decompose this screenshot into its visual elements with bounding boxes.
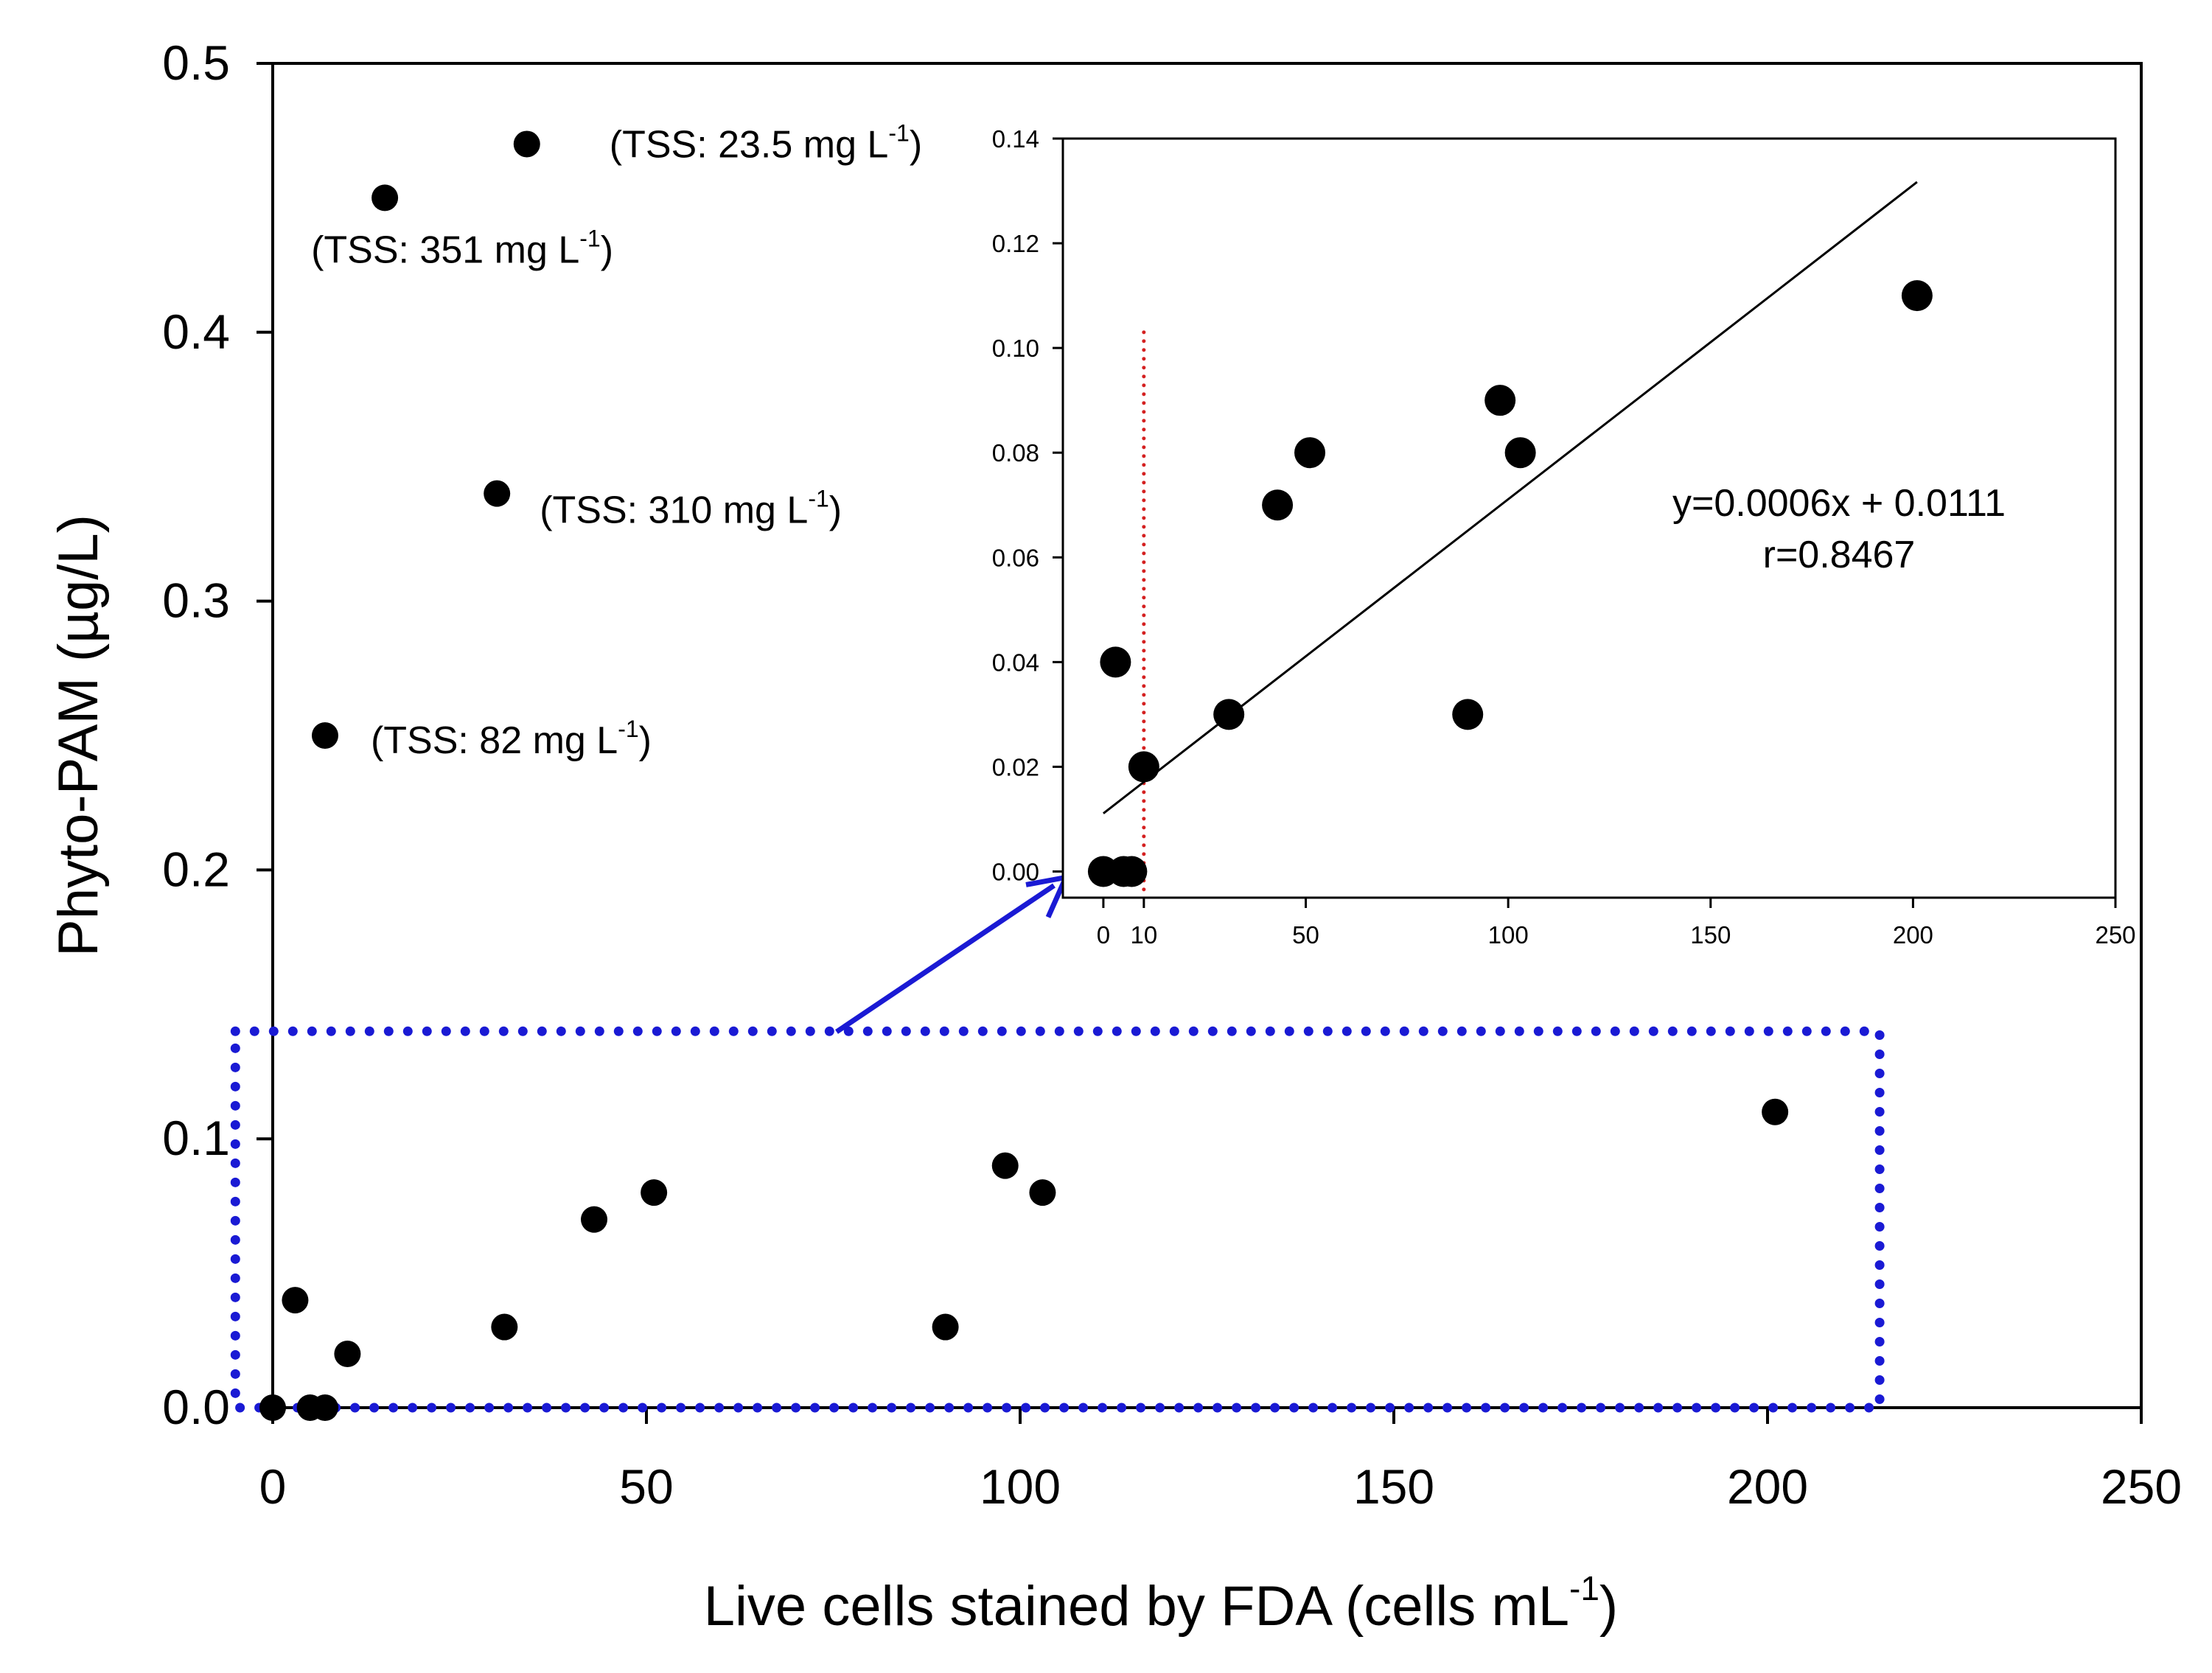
- data-point: [991, 1152, 1019, 1179]
- y-tick-label: 0.1: [162, 1111, 230, 1165]
- x-tick-label: 200: [1727, 1459, 1808, 1514]
- tss-annotation-end: ): [910, 123, 922, 166]
- correlation-coefficient: r=0.8467: [1763, 534, 1916, 576]
- y-tick-label: 0.3: [162, 573, 230, 628]
- data-point: [371, 184, 399, 212]
- tss-annotation-sup: -1: [618, 716, 638, 742]
- inset-data-point: [1100, 646, 1131, 678]
- inset-data-point: [1262, 489, 1294, 521]
- inset-y-tick-label: 0.12: [992, 230, 1039, 257]
- x-axis-title-text: Live cells stained by FDA (cells mL: [704, 1575, 1569, 1638]
- tss-annotation-text: (TSS: 310 mg L: [540, 489, 808, 532]
- x-tick-label: 150: [1353, 1459, 1434, 1514]
- y-axis-title: Phyto-PAM (µg/L): [47, 514, 110, 957]
- inset-x-tick-label: 150: [1690, 921, 1731, 949]
- data-point: [1762, 1098, 1789, 1125]
- inset-data-point: [1294, 437, 1326, 469]
- data-point: [334, 1341, 361, 1368]
- x-tick-label: 100: [980, 1459, 1061, 1514]
- highlight-box: [230, 1026, 1885, 1413]
- data-point: [311, 722, 338, 749]
- y-tick-label: 0.2: [162, 842, 230, 896]
- x-axis-title-sup: -1: [1569, 1569, 1599, 1607]
- regression-equation: y=0.0006x + 0.0111: [1672, 482, 2006, 525]
- y-tick-label: 0.4: [162, 304, 230, 359]
- tss-annotation: (TSS: 82 mg L-1): [371, 716, 652, 762]
- inset-data-point: [1504, 437, 1536, 469]
- data-point: [259, 1394, 286, 1421]
- inset-data-point: [1901, 280, 1933, 312]
- inset-data-point: [1452, 699, 1484, 730]
- inset-y-tick-label: 0.10: [992, 335, 1039, 362]
- inset-y-tick-label: 0.00: [992, 858, 1039, 885]
- data-point: [932, 1313, 959, 1341]
- inset-y-tick-label: 0.08: [992, 439, 1039, 467]
- data-point: [641, 1179, 668, 1206]
- inset-data-point: [1128, 751, 1159, 783]
- tss-annotation-sup: -1: [808, 486, 828, 512]
- inset-plot: 0 10 50 100 150 200 250 0.00 0.02 0.04 0.06 0.08 0.1…: [835, 125, 2136, 1034]
- inset-x-tick-label: 10: [1130, 921, 1157, 949]
- data-point: [282, 1287, 309, 1314]
- data-point: [581, 1206, 608, 1233]
- tss-annotation-end: ): [601, 228, 613, 271]
- tss-annotation-end: ): [829, 489, 842, 532]
- tss-annotation-end: ): [639, 719, 652, 762]
- tss-annotation-text: (TSS: 82 mg L: [371, 719, 618, 762]
- tss-annotation-sup: -1: [579, 225, 600, 251]
- x-tick-label: 250: [2101, 1459, 2182, 1514]
- inset-y-tick-label: 0.06: [992, 544, 1039, 571]
- inset-data-point: [1213, 699, 1245, 730]
- y-tick-label: 0.5: [162, 35, 230, 90]
- data-point: [491, 1313, 518, 1341]
- x-axis-title: Live cells stained by FDA (cells mL-1): [704, 1569, 1618, 1638]
- data-point: [311, 1394, 338, 1421]
- inset-y-tick-label: 0.02: [992, 753, 1039, 780]
- x-tick-label: 50: [619, 1459, 673, 1514]
- inset-data-point: [1116, 856, 1148, 887]
- data-point: [484, 480, 511, 507]
- tss-annotation: (TSS: 23.5 mg L-1): [610, 119, 922, 166]
- y-tick-label: 0.0: [162, 1380, 230, 1434]
- inset-x-tick-label: 0: [1097, 921, 1110, 949]
- data-point: [513, 130, 540, 158]
- tss-annotation: (TSS: 351 mg L-1): [311, 225, 613, 271]
- tss-annotation-sup: -1: [888, 119, 909, 146]
- plot-frame: [271, 62, 2143, 1409]
- inset-y-tick-label: 0.14: [992, 125, 1039, 153]
- inset-data-point: [1484, 385, 1516, 416]
- x-axis-title-end: ): [1599, 1575, 1618, 1638]
- tss-annotation-text: (TSS: 23.5 mg L: [610, 123, 889, 166]
- data-point: [1029, 1179, 1056, 1206]
- inset-x-tick-label: 200: [1893, 921, 1933, 949]
- x-tick-label: 0: [259, 1459, 287, 1514]
- inset-frame: [1061, 137, 2117, 899]
- zoom-arrow: [835, 883, 1056, 1034]
- inset-x-tick-label: 50: [1292, 921, 1319, 949]
- inset-y-tick-label: 0.04: [992, 649, 1039, 676]
- tss-annotation: (TSS: 310 mg L-1): [540, 486, 842, 532]
- inset-x-tick-label: 100: [1488, 921, 1529, 949]
- inset-x-tick-label: 250: [2095, 921, 2135, 949]
- tss-annotation-text: (TSS: 351 mg L: [311, 228, 579, 271]
